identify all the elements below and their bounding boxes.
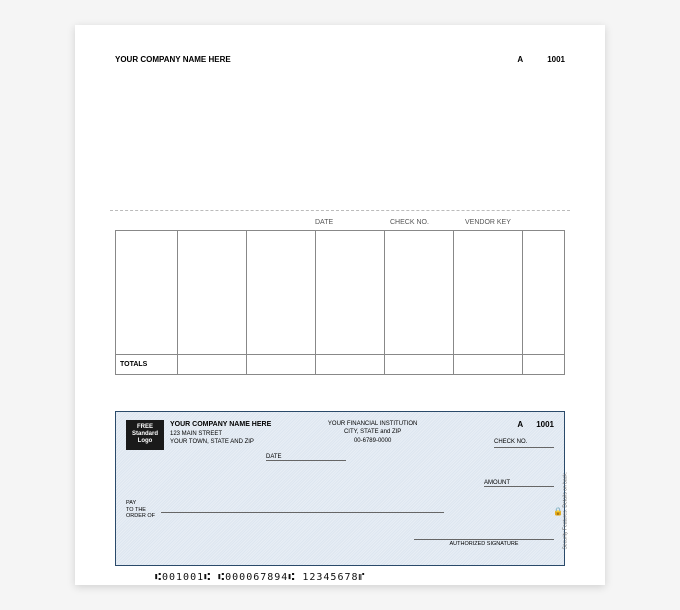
bank-routing: 00-6789-0000 [328,437,417,445]
middle-stub: DATE CHECK NO. VENDOR KEY TOTALS [115,211,565,406]
signature-line: AUTHORIZED SIGNATURE [414,539,554,547]
check-num: 1001 [536,420,554,429]
series-letter: A [517,55,523,64]
check-company-city: YOUR TOWN, STATE AND ZIP [170,438,271,446]
amount-field: AMOUNT [484,480,554,487]
stub-col-5 [385,231,454,374]
top-stub-header: YOUR COMPANY NAME HERE A 1001 [115,55,565,64]
stub-col-6 [454,231,523,374]
header-date: DATE [315,219,355,226]
logo-line2: Standard [126,431,164,438]
top-stub: YOUR COMPANY NAME HERE A 1001 [115,55,565,210]
logo-placeholder: FREE Standard Logo [126,420,164,450]
company-address-block: YOUR COMPANY NAME HERE 123 MAIN STREET Y… [170,420,271,450]
check-company-street: 123 MAIN STREET [170,430,271,438]
stub-col-1: TOTALS [116,231,178,374]
check-body: FREE Standard Logo YOUR COMPANY NAME HER… [115,411,565,566]
stub-column-headers: DATE CHECK NO. VENDOR KEY [115,219,565,226]
micr-line: ⑆001001⑆ ⑆000067894⑆ 12345678⑈ [115,572,565,583]
stub-grid: TOTALS [115,230,565,375]
header-checkno: CHECK NO. [390,219,430,226]
check-form-page: YOUR COMPANY NAME HERE A 1001 DATE CHECK… [75,25,605,585]
security-features-text: Security Features. Details on back. [563,472,569,550]
stub-col-3 [247,231,316,374]
check-left-block: FREE Standard Logo YOUR COMPANY NAME HER… [126,420,271,450]
date-field: DATE [266,454,346,461]
bank-block: YOUR FINANCIAL INSTITUTION CITY, STATE a… [328,420,417,450]
stub-col-2 [178,231,247,374]
checkno-field: CHECK NO. [494,439,554,448]
check-number: 1001 [547,55,565,64]
bank-city: CITY, STATE and ZIP [328,428,417,436]
check-series: A [517,420,522,429]
check-number-row: A 1001 [474,420,554,429]
top-stub-numbers: A 1001 [517,55,565,64]
logo-line1: FREE [126,424,164,431]
check-number-block: A 1001 CHECK NO. [474,420,554,450]
bank-name: YOUR FINANCIAL INSTITUTION [328,420,417,428]
logo-line3: Logo [126,438,164,445]
check-company-name: YOUR COMPANY NAME HERE [170,420,271,430]
stub-col-4 [316,231,385,374]
lock-icon: 🔒 [553,507,561,517]
check-header-row: FREE Standard Logo YOUR COMPANY NAME HER… [126,420,554,450]
header-vendorkey: VENDOR KEY [465,219,511,226]
company-name: YOUR COMPANY NAME HERE [115,55,231,64]
stub-col-7 [523,231,564,374]
pay-to-line [161,512,444,513]
pay-to-label: PAY TO THE ORDER OF [126,500,156,520]
totals-label: TOTALS [116,354,177,374]
